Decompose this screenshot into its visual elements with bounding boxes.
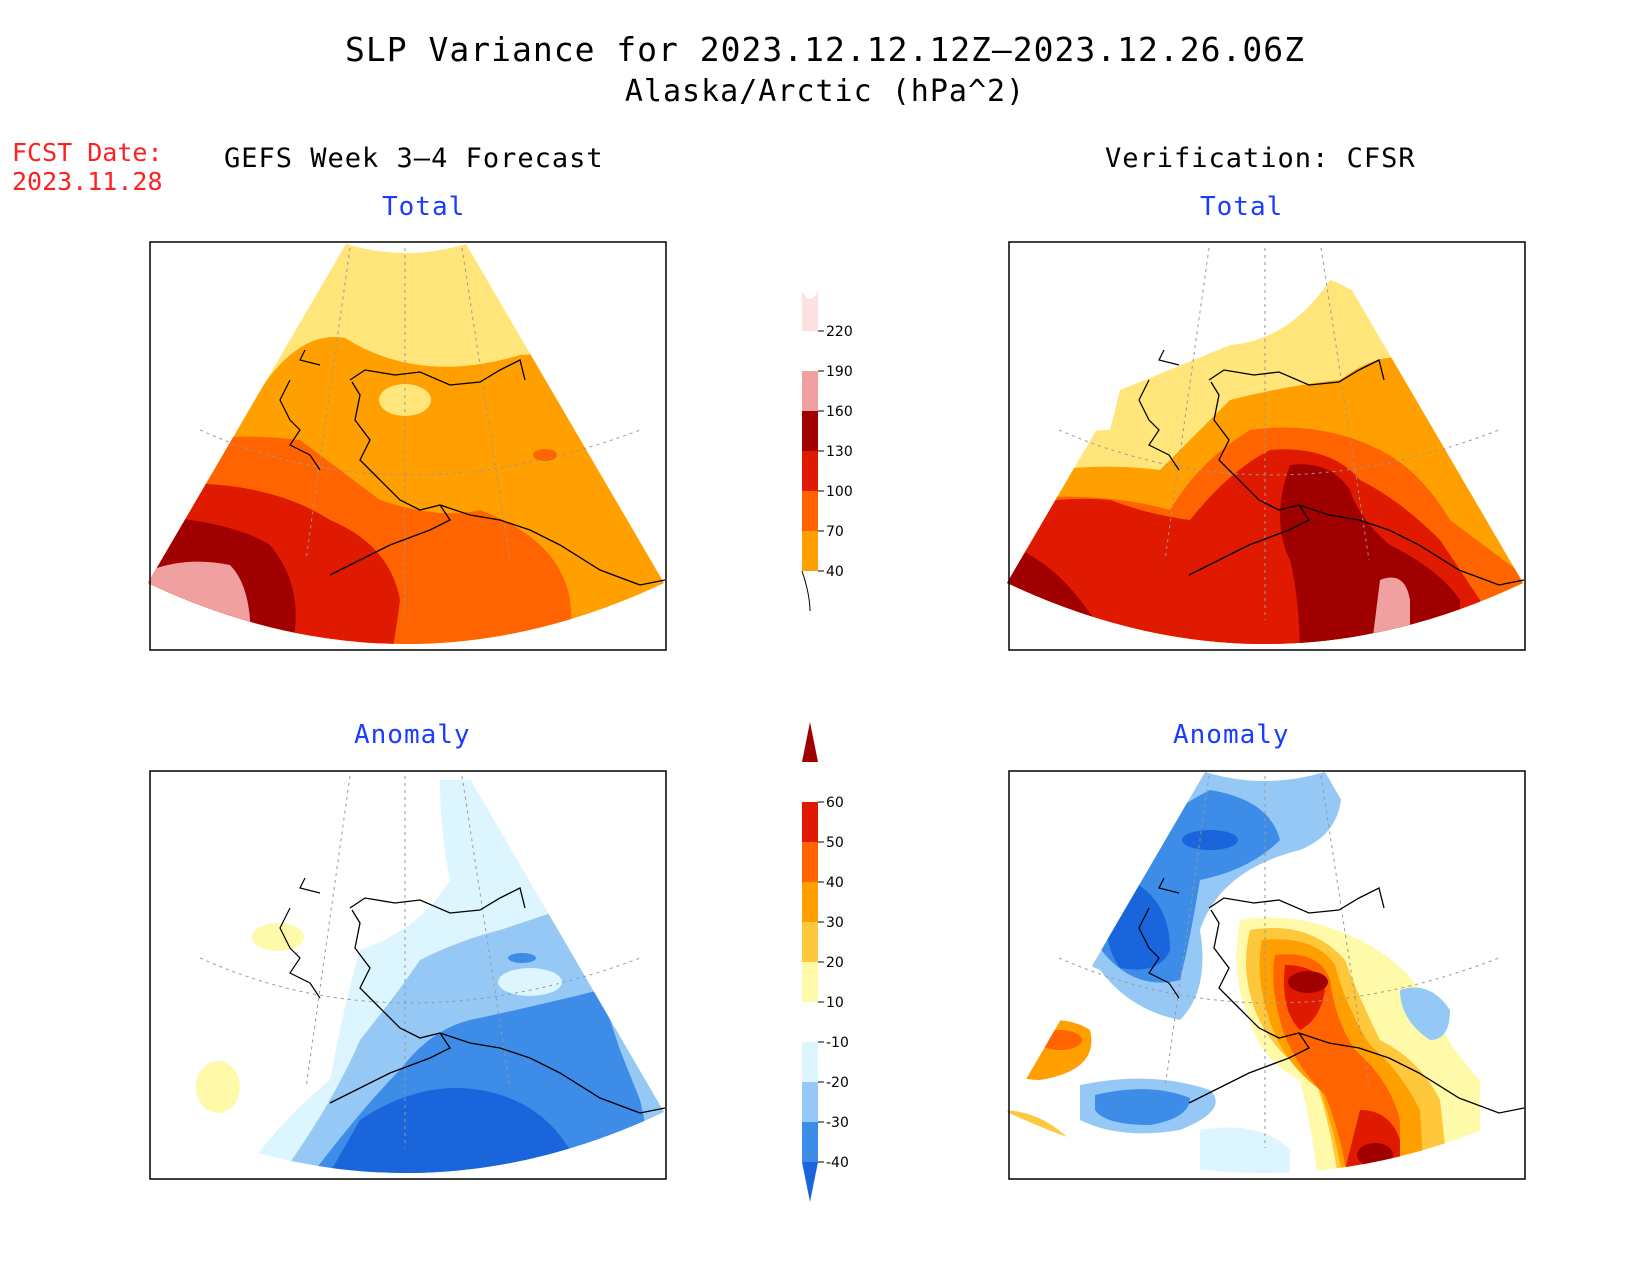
map-panel-verification-total xyxy=(1007,241,1526,651)
panel-title-bottom-right: Anomaly xyxy=(1173,720,1290,750)
region-190-220 xyxy=(148,561,251,644)
colorbar-total-label: 130 xyxy=(826,444,853,460)
colorbar-anomaly-swatch-5 xyxy=(802,962,818,1002)
map-panel-verification-anomaly xyxy=(1007,770,1526,1180)
colorbar-anomaly-label: 10 xyxy=(826,995,844,1011)
colorbar-total-label: 160 xyxy=(826,404,853,420)
colorbar-total-swatch-0 xyxy=(801,570,811,612)
colorbar-total-label: 70 xyxy=(826,524,844,540)
colorbar-total-swatch-3 xyxy=(802,451,818,491)
region-below-minus40-top xyxy=(1182,830,1238,850)
colorbar-anomaly-swatch-4 xyxy=(802,1002,818,1042)
panel-frame-top-left xyxy=(149,241,667,651)
colorbar-anomaly-label: 50 xyxy=(826,835,844,851)
region-minus10-south xyxy=(1200,1127,1290,1173)
forecast-date-label: FCST Date: xyxy=(12,138,163,167)
region-40-50-west xyxy=(1038,1030,1082,1050)
colorbar-total-label: 100 xyxy=(826,484,853,500)
region-above-60-south xyxy=(1357,1143,1393,1167)
region-10-20-west xyxy=(196,1061,240,1113)
forecast-date-value: 2023.11.28 xyxy=(12,167,163,196)
right-column-title: Verification: CFSR xyxy=(1105,143,1416,174)
colorbar-total-label: 40 xyxy=(826,564,844,580)
colorbar-anomaly-label: -10 xyxy=(826,1035,849,1051)
colorbar-anomaly-label: 30 xyxy=(826,915,844,931)
panel-title-top-right: Total xyxy=(1200,192,1284,222)
region-40-70-spot xyxy=(379,384,431,416)
colorbar-total-swatch-6 xyxy=(802,291,818,331)
panel-frame-top-right xyxy=(1008,241,1526,651)
panel-title-bottom-left: Anomaly xyxy=(354,720,471,750)
colorbar-anomaly-label: -30 xyxy=(826,1115,849,1131)
colorbar-anomaly-swatch-3 xyxy=(802,1042,818,1082)
colorbar-anomaly-label: 60 xyxy=(826,795,844,811)
panel-frame-bottom-left xyxy=(149,770,667,1180)
colorbar-total-label: 220 xyxy=(826,324,853,340)
map-panel-forecast-anomaly xyxy=(148,770,667,1180)
panel-frame-bottom-right xyxy=(1008,770,1526,1180)
region-minus30-spot xyxy=(508,953,536,963)
panel-title-top-left: Total xyxy=(382,192,466,222)
colorbar-anomaly-swatch-6 xyxy=(802,922,818,962)
left-column-title: GEFS Week 3–4 Forecast xyxy=(224,143,604,174)
colorbar-anomaly-swatch-2 xyxy=(802,1082,818,1122)
colorbar-anomaly-swatch-1 xyxy=(802,1122,818,1162)
colorbar-anomaly-swatch-10 xyxy=(802,722,818,762)
colorbar-total: 40 70 100 130 160 190 220 xyxy=(801,291,853,612)
colorbar-total-swatch-2 xyxy=(802,491,818,531)
colorbar-anomaly-swatch-8 xyxy=(802,842,818,882)
region-minus20-east xyxy=(1400,987,1450,1040)
map-subtitle: Alaska/Arctic (hPa^2) xyxy=(624,74,1026,109)
colorbar-anomaly-label: 20 xyxy=(826,955,844,971)
region-minus30-south xyxy=(1095,1089,1190,1125)
map-panel-forecast-total xyxy=(148,241,667,651)
region-10-20-north xyxy=(252,923,304,951)
colorbar-anomaly-label: -40 xyxy=(826,1155,849,1171)
map-title: SLP Variance for 2023.12.12.12Z–2023.12.… xyxy=(345,30,1305,69)
colorbar-total-swatch-5 xyxy=(802,371,818,411)
region-above-60 xyxy=(1288,971,1328,993)
colorbar-total-swatch-4 xyxy=(802,411,818,451)
colorbar-total-label: 190 xyxy=(826,364,853,380)
colorbar-anomaly-label: -20 xyxy=(826,1075,849,1091)
colorbar-anomaly-swatch-9 xyxy=(802,802,818,842)
colorbar-anomaly-swatch-0 xyxy=(802,1162,818,1202)
colorbar-anomaly: -40 -30 -20 -10 10 20 30 40 50 60 xyxy=(802,722,849,1202)
colorbar-total-swatch-1 xyxy=(802,531,818,571)
region-minus10-spot xyxy=(498,968,562,996)
colorbar-anomaly-swatch-7 xyxy=(802,882,818,922)
colorbar-anomaly-label: 40 xyxy=(826,875,844,891)
